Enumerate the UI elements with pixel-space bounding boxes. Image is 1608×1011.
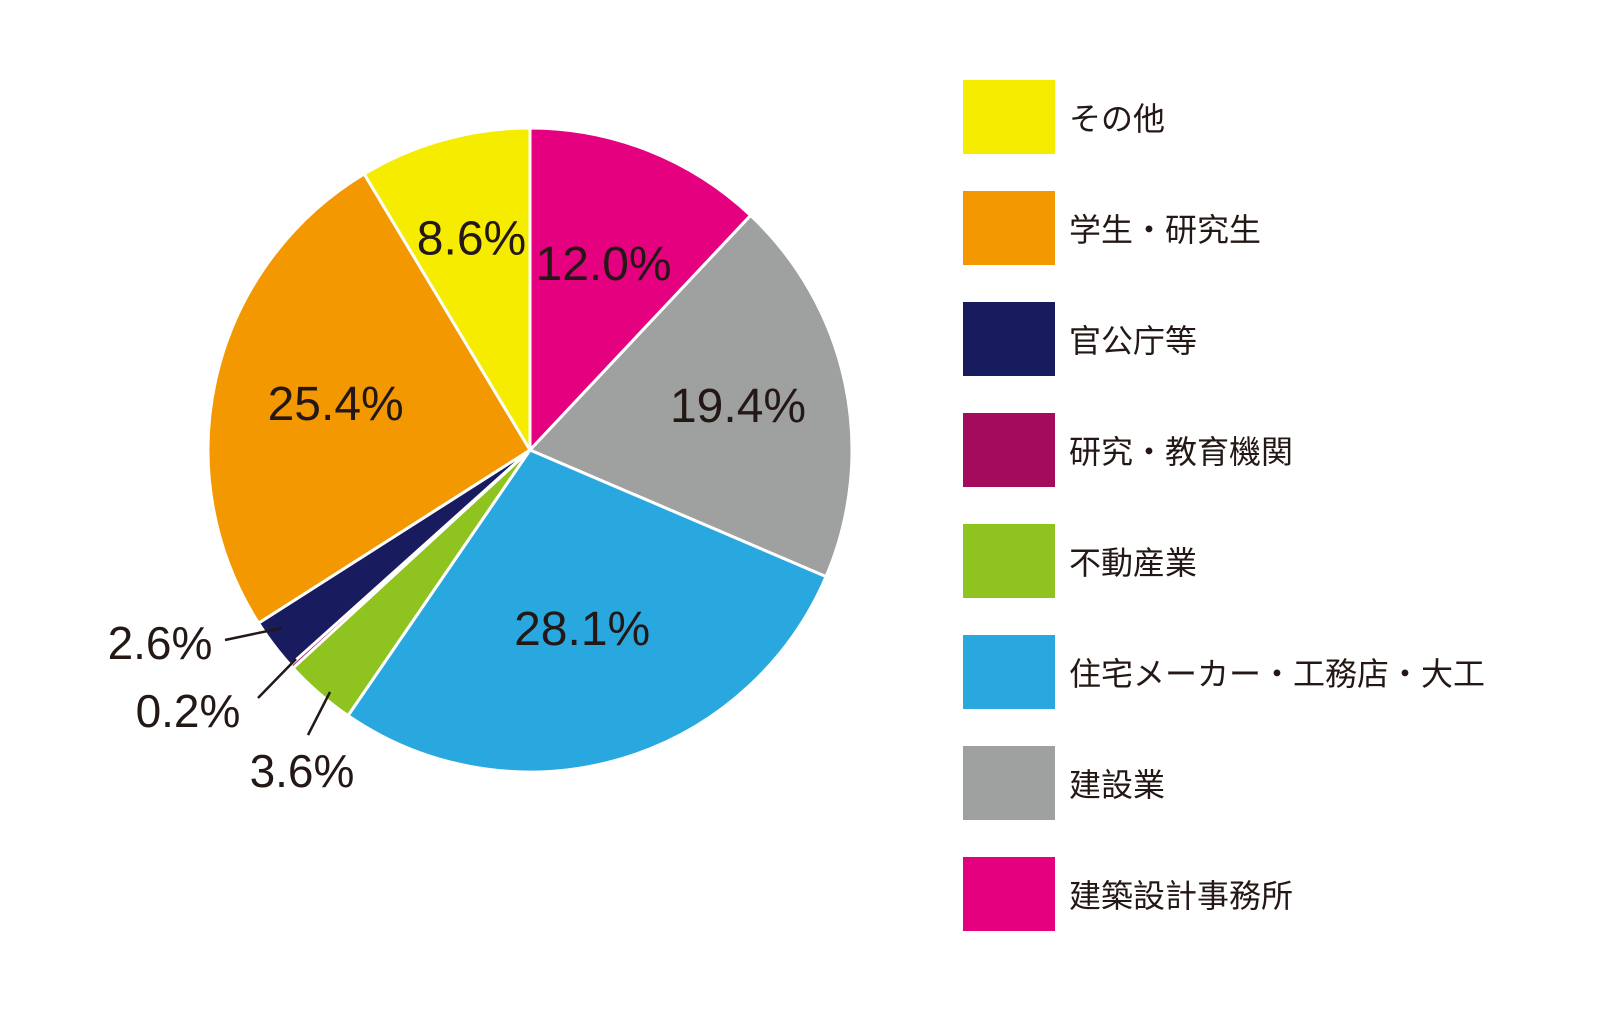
legend-swatch — [963, 524, 1055, 598]
pie-slice — [346, 448, 828, 774]
slice-labels: 12.0% 19.4% 28.1% 3.6%0.2% 2.6% 25.4% 8.6% — [108, 212, 807, 797]
legend-label: 住宅メーカー・工務店・大工 — [1069, 655, 1486, 693]
legend-label: 官公庁等 — [1069, 322, 1198, 360]
pie-slice — [528, 126, 753, 452]
legend-label: 建設業 — [1069, 766, 1166, 804]
slice-value-label: 2.6% — [108, 617, 213, 669]
legend-item: 不動産業 — [963, 524, 1197, 598]
legend-swatch — [963, 302, 1055, 376]
leader-line — [306, 691, 332, 736]
legend-item: 研究・教育機関 — [963, 413, 1293, 487]
legend-label: 不動産業 — [1069, 544, 1198, 582]
leader-line — [257, 658, 297, 699]
slice-value-label: 28.1% — [514, 603, 650, 656]
legend-item: 建築設計事務所 — [963, 857, 1293, 931]
legend-swatch — [963, 746, 1055, 820]
legend-item: 住宅メーカー・工務店・大工 — [963, 635, 1485, 709]
legend-label: 研究・教育機関 — [1069, 433, 1294, 471]
legend-swatch — [963, 191, 1055, 265]
slice-value-label: 0.2% — [136, 685, 241, 737]
pie-slices — [206, 126, 854, 774]
pie-slice — [206, 172, 532, 625]
legend-label: その他 — [1069, 100, 1166, 138]
slice-value-label: 12.0% — [536, 238, 672, 291]
legend-swatch — [963, 413, 1055, 487]
leader-line — [224, 626, 283, 642]
legend-label: 建築設計事務所 — [1069, 877, 1294, 915]
pie-slice — [528, 213, 854, 579]
legend-item: その他 — [963, 80, 1165, 154]
legend: その他学生・研究生 官公庁等研究・教育機関 不動産業住宅メーカー・工務店・大工 建設業… — [963, 0, 1603, 1011]
pie-slice — [362, 126, 532, 452]
legend-item: 官公庁等 — [963, 302, 1197, 376]
legend-label: 学生・研究生 — [1069, 211, 1262, 249]
slice-value-label: 3.6% — [250, 745, 355, 797]
legend-item: 建設業 — [963, 746, 1165, 820]
slice-value-label: 25.4% — [268, 378, 404, 431]
legend-swatch — [963, 857, 1055, 931]
legend-item: 学生・研究生 — [963, 191, 1261, 265]
legend-swatch — [963, 635, 1055, 709]
slice-value-label: 8.6% — [417, 212, 526, 265]
leader-lines — [224, 626, 332, 736]
slice-value-label: 19.4% — [670, 380, 806, 433]
legend-swatch — [963, 80, 1055, 154]
